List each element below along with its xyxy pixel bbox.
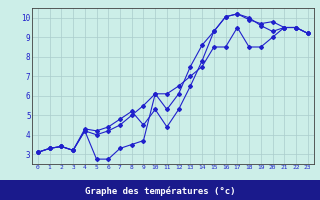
Text: Graphe des températures (°c): Graphe des températures (°c) (85, 186, 235, 196)
